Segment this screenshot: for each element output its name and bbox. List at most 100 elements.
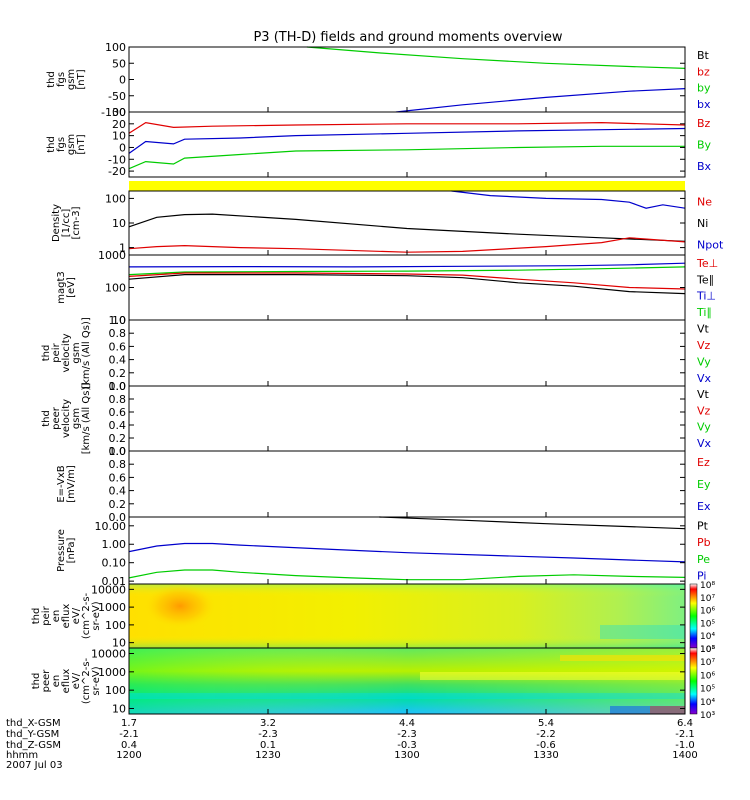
efield-legend-Ez: Ez — [697, 456, 710, 469]
x-axis-value: 5.4 — [538, 718, 554, 729]
peir_velocity-ylabel-line: thd — [41, 345, 52, 362]
temperature-series-Ti∥ — [128, 266, 686, 276]
x-axis-value: 1330 — [533, 750, 558, 761]
pressure-legend-Pb: Pb — [697, 536, 711, 549]
efield-ylabel: E=-VxB[mV/m] — [56, 465, 77, 503]
peir_spectrogram-ylabel-line: sr-eV) — [91, 601, 102, 630]
fgs_gsm-series-Bx — [128, 127, 686, 154]
peer_spectrogram-tick-label: 1000 — [98, 666, 126, 679]
density-ylabel: Density[1/cc][cm-3] — [51, 204, 82, 242]
fgs_dsl-ylabel-line: thd — [46, 71, 57, 88]
temperature-series-Te⊥ — [128, 272, 686, 290]
peer-spectrogram-image — [129, 648, 685, 714]
x-axis-value: -2.1 — [119, 729, 139, 740]
fgs_gsm-tick-label: 10 — [112, 130, 126, 143]
x-axis-value: 1400 — [672, 750, 697, 761]
fgs_dsl-tick-label: -100 — [101, 106, 126, 119]
peer_spectrogram-ylabel-line: en — [51, 675, 62, 688]
peir_velocity-tick-label: 0.8 — [109, 327, 127, 340]
peir_spectrogram-ylabel-line: en — [51, 610, 62, 623]
peir_spectrogram-colorbar-label: 10⁷ — [700, 594, 715, 604]
efield-ylabel-line: E=-VxB — [56, 465, 67, 502]
efield-background — [129, 451, 685, 517]
efield-tick-label: 0.6 — [109, 471, 127, 484]
pressure-tick-label: 10.00 — [95, 520, 127, 533]
temperature-legend-Ti∥: Ti∥ — [696, 306, 712, 319]
x-axis-value: -2.2 — [536, 729, 556, 740]
efield-tick-label: 0.8 — [109, 458, 127, 471]
peir_spectrogram-colorbar-label: 10⁴ — [700, 632, 715, 642]
peir_velocity-tick-label: 0.0 — [109, 380, 127, 393]
peir_velocity-tick-label: 0.6 — [109, 340, 127, 353]
density-ylabel-line: Density — [51, 204, 62, 242]
peir_spectrogram-colorbar-label: 10⁶ — [700, 607, 715, 617]
density-background — [129, 191, 685, 255]
peer_velocity-tick-label: 0.6 — [109, 406, 127, 419]
density-tick-label: 1 — [119, 242, 126, 255]
x-axis-value: -0.3 — [397, 740, 417, 751]
efield-legend-Ey: Ey — [697, 478, 711, 491]
peir_spectrogram-colorbar-label: 10⁵ — [700, 619, 715, 629]
efield-tick-label: 0.4 — [109, 485, 127, 498]
peir-spectrogram-image — [129, 584, 685, 648]
temperature-series-Ti⊥ — [128, 262, 686, 268]
peir_spectrogram-ylabel: thdpeirenefluxeV/(cm^2-s-sr-eV) — [31, 592, 102, 639]
peer_spectrogram-tick-label: 100 — [105, 684, 126, 697]
peer_velocity-ylabel-line: velocity — [61, 399, 72, 438]
peir_velocity-ylabel-line: peir — [51, 342, 62, 362]
fgs_gsm-ylabel-line: thd — [46, 136, 57, 153]
density-series-Npot — [451, 190, 686, 209]
peer_velocity-ylabel-line: gsm — [71, 408, 82, 429]
density-legend-Ni: Ni — [697, 217, 708, 230]
peir_spectrogram-tick-label: 10000 — [91, 583, 126, 596]
peir_spectrogram-tick-label: 1000 — [98, 601, 126, 614]
fgs_gsm-series-Bz — [128, 121, 686, 134]
fgs_dsl-legend-Bt: Bt — [697, 49, 710, 62]
x-axis-value: -1.0 — [675, 740, 695, 751]
fgs_dsl-panel: 100 50 0 -50 -100 thdfgsgsm[nT] Bt bz by bx — [46, 41, 711, 119]
pressure-legend-Pe: Pe — [697, 553, 710, 566]
x-axis-value: 4.4 — [399, 718, 415, 729]
peer_spectrogram-colorbar-label: 10⁶ — [700, 671, 715, 681]
temperature-panel: 1000 100 10 magt3[eV] Te⊥ Te∥ Ti⊥ Ti∥ — [56, 249, 718, 327]
temperature-tick-label: 100 — [105, 282, 126, 295]
x-axis-row-label: thd_Z-GSM — [6, 740, 61, 751]
density-tick-label: 100 — [105, 192, 126, 205]
peir_velocity-ylabel-line: velocity — [61, 333, 72, 372]
peer_velocity-ylabel-line: peer — [51, 406, 62, 430]
temperature-tick-label: 10 — [112, 314, 126, 327]
peer_velocity-ylabel-line: [km/s (All Qs)] — [81, 383, 92, 455]
efield-ylabel-line: [mV/m] — [66, 465, 77, 503]
pressure-series-Pi — [128, 542, 686, 563]
peer_velocity-tick-label: 0.4 — [109, 419, 127, 432]
panels-group: 100500-50-100thdfgsgsm[nT]Btbzbybx302010… — [41, 41, 724, 588]
plot-title: P3 (TH-D) fields and ground moments over… — [253, 30, 562, 45]
pressure-tick-label: 0.01 — [102, 575, 127, 588]
peir-colorbar — [689, 583, 698, 649]
fgs_gsm-legend-Bz: Bz — [697, 117, 711, 130]
peir_spectrogram-ylabel-line: peir — [41, 605, 52, 625]
fgs_dsl-legend-by: by — [697, 82, 711, 95]
peir_velocity-ylabel-line: gsm — [71, 342, 82, 363]
peir_velocity-ylabel-line: [km/s (All Qs)] — [81, 317, 92, 389]
fgs_dsl-ylabel-line: [nT] — [76, 69, 87, 89]
x-axis-value: -2.3 — [258, 729, 278, 740]
pressure-panel: 10.00 1.00 0.10 0.01 Pressure[nPa] Pt Pb Pe Pi — [56, 516, 711, 588]
temperature-series-Te∥ — [128, 274, 686, 295]
peer_spectrogram-colorbar-label: 10⁸ — [700, 645, 715, 655]
peir_spectrogram-ylabel-line: (cm^2-s- — [81, 592, 92, 639]
peir_velocity-background — [129, 320, 685, 386]
peer_spectrogram-colorbar-label: 10³ — [700, 711, 715, 721]
peer_spectrogram-ylabel-line: peer — [41, 669, 52, 693]
peer_spectrogram-colorbar-label: 10⁷ — [700, 658, 715, 668]
fgs_gsm-tick-label: 20 — [112, 118, 126, 131]
x-axis-row-label: thd_Y-GSM — [6, 729, 59, 740]
density-panel: 100 10 1 Density[1/cc][cm-3] Ne Ni Npot — [51, 190, 724, 256]
density-ylabel-line: [cm-3] — [71, 206, 82, 239]
temperature-ylabel-line: [eV] — [66, 277, 77, 298]
efield-tick-label: 0.0 — [109, 511, 127, 524]
x-axis-value: 1230 — [255, 750, 280, 761]
